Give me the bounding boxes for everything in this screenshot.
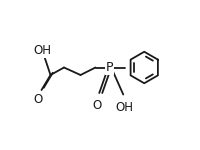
Text: OH: OH [116, 101, 134, 114]
Text: P: P [106, 61, 113, 74]
Text: O: O [92, 99, 102, 112]
Text: OH: OH [33, 44, 51, 57]
Text: O: O [33, 93, 42, 106]
